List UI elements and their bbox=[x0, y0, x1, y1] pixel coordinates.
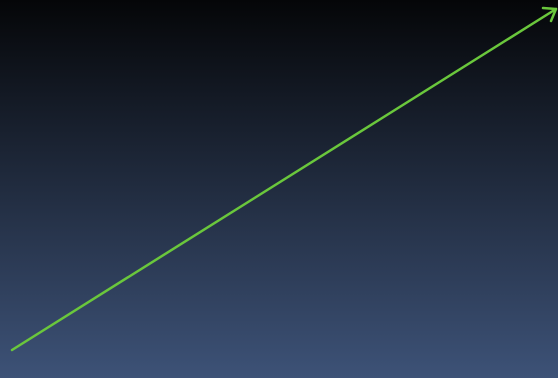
arrow-shaft bbox=[10, 7, 558, 352]
arrow-head-icon bbox=[541, 6, 558, 23]
